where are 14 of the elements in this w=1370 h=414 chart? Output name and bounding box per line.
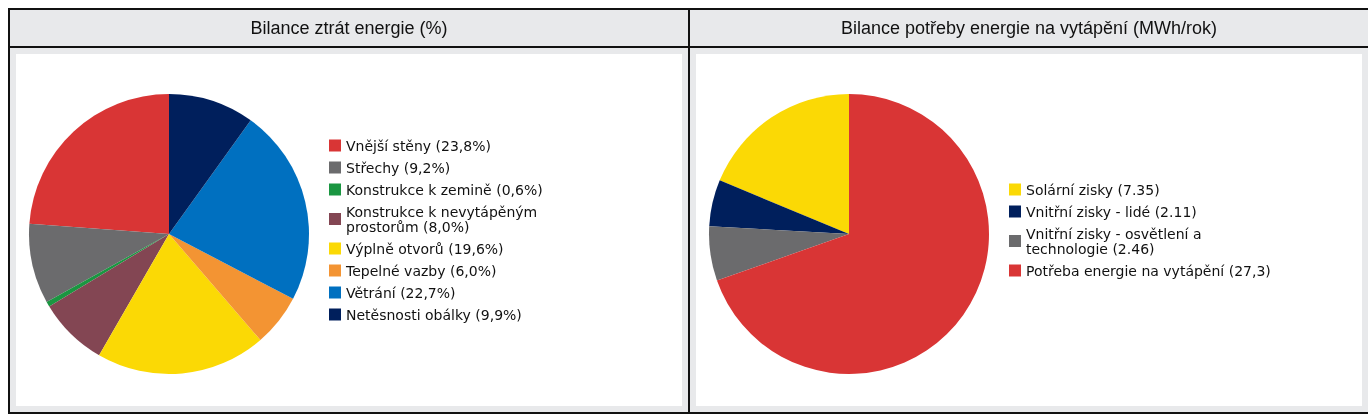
legend-label: Větrání (22,7%) [346,284,456,301]
legend-label: Konstrukce k zemině (0,6%) [346,181,543,198]
legend-label: Střechy (9,2%) [346,159,451,176]
legend-label: Výplně otvorů (19,6%) [346,240,504,257]
chart-title: Bilance ztrát energie (%) [10,10,688,48]
legend-label: Potřeba energie na vytápění (27,3) [1026,262,1271,279]
legend-label: Konstrukce k nevytápěným prostorům (8,0%) [346,203,542,235]
legend-label: Vnější stěny (23,8%) [346,137,491,154]
legend-label: Vnitřní zisky - osvětlení a technologie (2.46) [1026,225,1206,257]
chart-title: Bilance potřeby energie na vytápění (MWh/rok) [690,10,1368,48]
legend-label: Solární zisky (7.35) [1026,181,1160,198]
legend-label: Tepelné vazby (6,0%) [345,262,497,279]
legend-label: Vnitřní zisky - lidé (2.11) [1026,203,1197,220]
legend-label: Netěsnosti obálky (9,9%) [346,306,522,323]
